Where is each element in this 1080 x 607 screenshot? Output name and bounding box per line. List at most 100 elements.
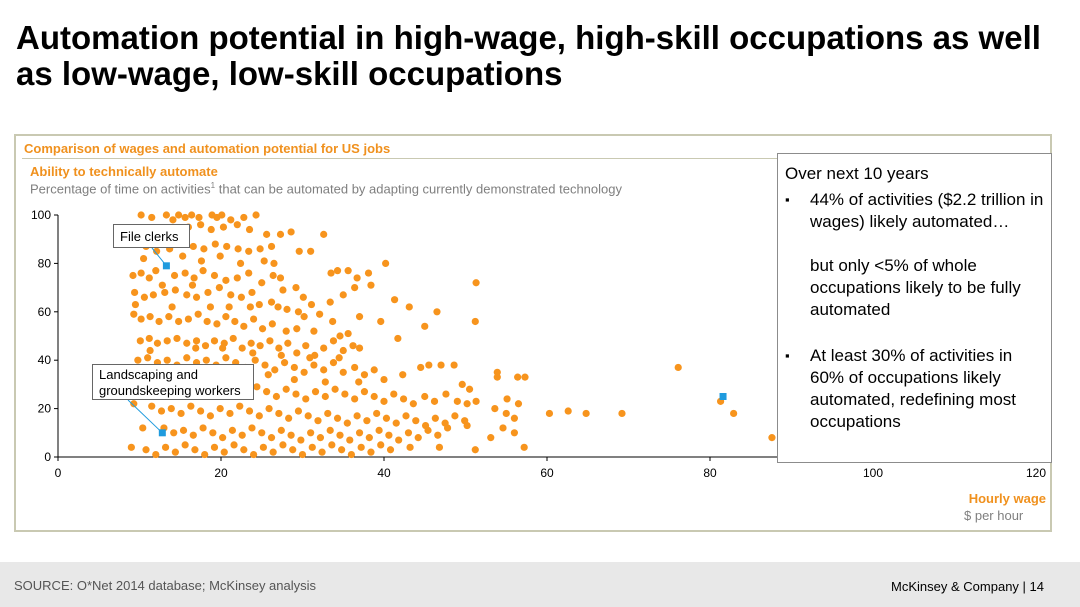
data-point [390, 296, 399, 304]
data-point [206, 412, 215, 420]
landscaping-label-line2: groundskeeping workers [99, 383, 241, 398]
data-point [213, 320, 221, 328]
data-point [163, 337, 171, 345]
data-point [382, 414, 391, 422]
data-point [472, 397, 480, 405]
data-point [320, 344, 328, 352]
data-point [234, 245, 242, 253]
data-point [355, 429, 364, 437]
bullet-icon: ▪ [785, 192, 790, 207]
data-point [377, 441, 385, 449]
data-point [290, 375, 298, 384]
data-point [333, 267, 342, 275]
y-tick-label: 0 [44, 450, 51, 464]
data-point [227, 216, 235, 224]
data-point [435, 443, 444, 451]
data-point [487, 434, 495, 442]
data-point [259, 443, 267, 451]
data-point [307, 300, 316, 309]
data-point [165, 313, 173, 321]
data-point [130, 310, 138, 318]
data-point [233, 274, 241, 282]
data-point [161, 288, 169, 297]
data-point [215, 284, 223, 292]
data-point [223, 242, 231, 251]
data-point [192, 344, 200, 352]
data-point [293, 325, 301, 333]
data-point [367, 281, 375, 289]
data-point [268, 320, 276, 328]
data-point [181, 213, 189, 222]
data-point [406, 443, 414, 451]
data-point [219, 344, 227, 352]
data-point [197, 407, 205, 415]
data-point [216, 405, 224, 413]
data-point [285, 414, 293, 422]
data-point [145, 334, 153, 343]
data-point [283, 305, 291, 313]
data-point [248, 288, 256, 297]
data-point [201, 450, 209, 459]
x-tick-label: 100 [863, 466, 883, 480]
data-point [181, 269, 189, 277]
landscaping-callout: Landscaping and groundskeeping workers [92, 364, 254, 400]
data-point [175, 317, 183, 326]
data-point [351, 363, 359, 372]
x-tick-label: 120 [1026, 466, 1046, 480]
insight-bullet-1-cont-text: but only <5% of whole occupations likely… [810, 256, 1021, 319]
data-point [307, 429, 315, 437]
data-point [253, 383, 261, 391]
data-point [130, 400, 138, 408]
data-point [339, 291, 347, 299]
data-point [261, 361, 269, 369]
data-point [245, 225, 254, 234]
data-point [295, 247, 303, 255]
data-point [267, 434, 276, 442]
data-point [333, 414, 342, 422]
data-point [192, 337, 201, 345]
data-point [183, 354, 191, 362]
data-point [284, 339, 292, 347]
data-point [370, 366, 378, 374]
data-point [292, 390, 300, 398]
data-point [179, 426, 188, 434]
data-point [302, 395, 310, 403]
data-point [255, 412, 263, 420]
data-point [167, 405, 175, 413]
page-title: Automation potential in high-wage, high-… [16, 19, 1041, 92]
data-point [521, 373, 529, 381]
data-point [451, 412, 459, 420]
data-point [199, 267, 207, 275]
data-point [188, 281, 197, 289]
data-point [503, 395, 511, 403]
data-point [230, 441, 238, 449]
data-point [181, 441, 189, 449]
data-point [344, 329, 352, 338]
data-point [211, 240, 219, 248]
data-point [222, 276, 230, 284]
data-point [417, 363, 425, 372]
data-point [252, 211, 260, 219]
data-point [170, 271, 179, 280]
data-point [346, 436, 354, 444]
data-point [171, 286, 179, 294]
data-point [144, 354, 152, 362]
data-point [328, 441, 336, 449]
data-point [308, 443, 316, 451]
data-point [355, 378, 363, 386]
data-point [137, 211, 145, 219]
data-point [203, 317, 211, 326]
data-point [129, 271, 137, 280]
data-point [618, 409, 626, 418]
data-point [289, 446, 297, 454]
data-point [238, 431, 246, 439]
data-point [347, 450, 355, 459]
file-clerks-leader [151, 247, 167, 267]
data-point [373, 409, 381, 418]
data-point [187, 402, 195, 410]
data-point [240, 446, 248, 454]
data-point [357, 443, 365, 451]
data-point [294, 308, 303, 316]
data-point [321, 378, 329, 386]
